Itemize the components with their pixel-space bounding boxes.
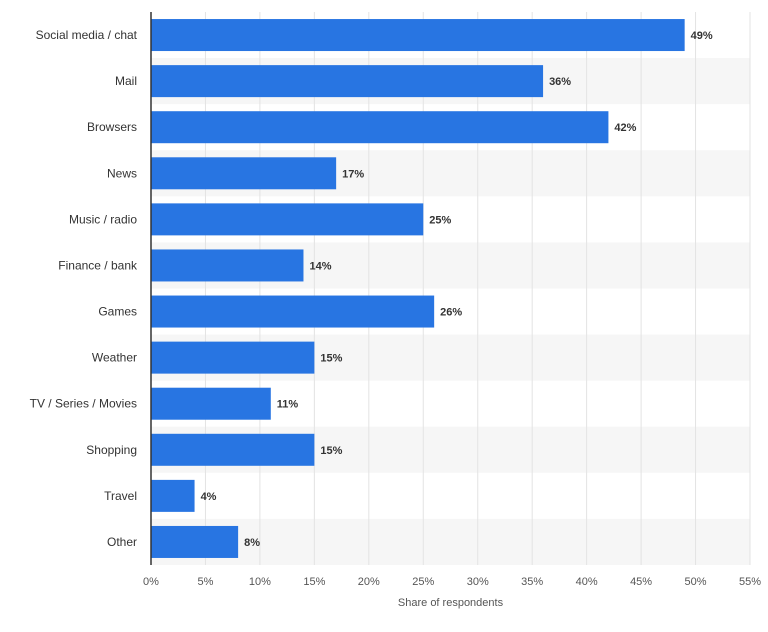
bar-shopping	[151, 433, 315, 466]
category-label-social-media-chat: Social media / chat	[36, 28, 138, 42]
value-label-shopping: 15%	[320, 445, 342, 457]
x-tick-label-35: 35%	[521, 576, 543, 588]
bar-music-radio	[151, 203, 424, 236]
row-band-11	[151, 518, 750, 565]
x-tick-label-15: 15%	[303, 576, 325, 588]
bar-other	[151, 525, 239, 558]
category-label-travel: Travel	[104, 489, 137, 503]
category-label-weather: Weather	[92, 351, 137, 365]
bar-tv-series-movies	[151, 387, 271, 420]
value-label-finance-bank: 14%	[309, 260, 331, 272]
value-label-news: 17%	[342, 168, 364, 180]
category-label-mail: Mail	[115, 74, 137, 88]
value-label-travel: 4%	[201, 491, 217, 503]
bar-travel	[151, 479, 195, 512]
value-label-games: 26%	[440, 307, 462, 319]
category-label-tv-series-movies: TV / Series / Movies	[30, 397, 137, 411]
category-label-shopping: Shopping	[86, 443, 137, 457]
value-label-browsers: 42%	[614, 122, 636, 134]
bar-finance-bank	[151, 249, 304, 282]
x-tick-label-10: 10%	[249, 576, 271, 588]
x-tick-label-45: 45%	[630, 576, 652, 588]
value-label-tv-series-movies: 11%	[277, 399, 299, 411]
value-label-music-radio: 25%	[429, 214, 451, 226]
bars	[151, 19, 685, 558]
bar-news	[151, 157, 337, 190]
x-tick-label-50: 50%	[685, 576, 707, 588]
gridlines	[204, 12, 751, 565]
x-tick-label-55: 55%	[739, 576, 761, 588]
category-label-news: News	[107, 166, 137, 180]
x-tick-label-5: 5%	[198, 576, 214, 588]
category-label-finance-bank: Finance / bank	[58, 258, 138, 272]
bar-social-media-chat	[151, 19, 685, 52]
x-axis-title: Share of respondents	[398, 597, 504, 609]
category-label-other: Other	[107, 535, 137, 549]
x-tick-label-0: 0%	[143, 576, 159, 588]
x-tick-label-20: 20%	[358, 576, 380, 588]
value-label-other: 8%	[244, 537, 260, 549]
bar-weather	[151, 341, 315, 374]
x-tick-label-25: 25%	[412, 576, 434, 588]
value-label-weather: 15%	[320, 353, 342, 365]
x-tick-label-40: 40%	[576, 576, 598, 588]
value-label-social-media-chat: 49%	[691, 30, 713, 42]
value-label-mail: 36%	[549, 76, 571, 88]
bar-games	[151, 295, 435, 328]
value-labels: 49% 36% 42% 17% 25% 14% 26% 15% 11% 15% 4% 8%	[201, 30, 713, 549]
bar-mail	[151, 65, 544, 98]
category-label-browsers: Browsers	[87, 120, 137, 134]
category-labels: Social media / chat Mail Browsers News Music…	[30, 28, 138, 549]
category-label-games: Games	[98, 305, 137, 319]
category-label-music-radio: Music / radio	[69, 212, 137, 226]
bar-browsers	[151, 111, 609, 144]
x-tick-labels: 0% 5% 10% 15% 20% 25% 30% 35% 40% 45% 50% 55%	[143, 576, 761, 588]
x-tick-label-30: 30%	[467, 576, 489, 588]
